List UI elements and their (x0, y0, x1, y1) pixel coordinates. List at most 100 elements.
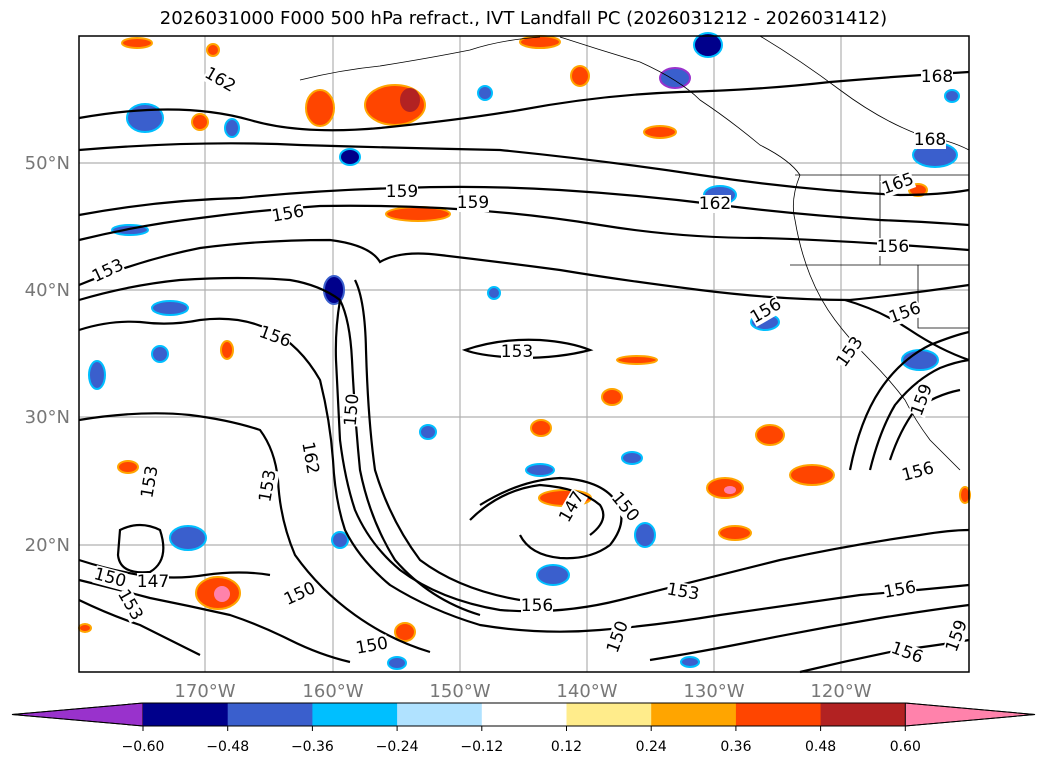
contour-label-bg (92, 565, 128, 591)
ivt-blob (621, 451, 643, 465)
ivt-blob (339, 148, 361, 166)
ivt-blob (400, 88, 420, 112)
contour-label-bg (914, 131, 946, 149)
ivt-blob (519, 35, 561, 49)
ivt-blob (536, 564, 570, 586)
ivt-blob (88, 360, 106, 390)
colorbar-tick-label: 0.12 (551, 739, 582, 755)
contour-label: 159 (386, 182, 418, 202)
ivt-blob (477, 85, 493, 101)
contour-label-bg (341, 393, 363, 427)
ivt-blob (151, 300, 189, 316)
lat-label: 40°N (25, 280, 70, 301)
contour-label-bg (900, 459, 936, 485)
contour-label: 150 (341, 393, 364, 427)
contour-label-bg (457, 194, 489, 212)
contour-label-bg (521, 597, 553, 615)
contour-label-bg (833, 333, 867, 371)
contour-label-bg (886, 299, 924, 327)
lon-label: 150°W (429, 681, 490, 702)
ivt-blob (659, 67, 691, 89)
contour-label: 153 (501, 342, 533, 362)
longitude-labels: 170°W 160°W 150°W 140°W 130°W 120°W (174, 681, 871, 702)
colorbar-tick-label: 0.24 (636, 739, 667, 755)
contour-label-bg (114, 586, 146, 624)
lat-label: 30°N (25, 407, 70, 428)
ivt-blob (191, 113, 209, 131)
contour-label-bg (138, 464, 162, 500)
colorbar-tick-label: −0.48 (206, 739, 249, 755)
ivt-blob (487, 286, 501, 300)
contour-label: 156 (877, 237, 909, 257)
lon-label: 160°W (302, 681, 363, 702)
ivt-blob (206, 43, 220, 57)
contour-label-bg (298, 440, 322, 476)
lat-label: 50°N (25, 153, 70, 174)
ivt-blob (169, 525, 207, 551)
colorbar-bin (820, 703, 906, 726)
colorbar-tick-label: 0.36 (720, 739, 751, 755)
contour-label-bg (256, 323, 294, 351)
ivt-blob (643, 125, 677, 139)
lat-label: 20°N (25, 535, 70, 556)
contour-label-bg (281, 579, 319, 609)
lon-label: 140°W (556, 681, 617, 702)
ivt-blob (525, 463, 555, 477)
colorbar-tick-label: 0.60 (890, 739, 921, 755)
colorbar-bin (397, 703, 483, 726)
contour-label-bg (747, 295, 785, 327)
colorbar-bin (566, 703, 652, 726)
ivt-blob (789, 464, 835, 486)
colorbar-extend-max (904, 702, 1036, 727)
ivt-shading (78, 32, 971, 670)
ivt-blob (117, 460, 139, 474)
ivt-blob (755, 424, 785, 446)
ivt-blob (601, 388, 623, 406)
colorbar-ticks: −0.60 −0.48 −0.36 −0.24 −0.12 0.12 0.24 0.36 0.4… (122, 726, 921, 755)
contour-label-bg (256, 468, 280, 504)
ivt-blob (634, 522, 656, 548)
contour-label-bg (137, 573, 169, 591)
colorbar-tick-label: −0.60 (122, 739, 165, 755)
ivt-blob (214, 586, 230, 602)
contour-label: 147 (137, 572, 169, 592)
contour-label-bg (943, 617, 971, 655)
contour-label-bg (270, 202, 306, 226)
ivt-blob (959, 486, 971, 504)
ivt-blob (530, 419, 552, 437)
lon-label: 120°W (810, 681, 871, 702)
contour-label-bg (201, 64, 239, 96)
lon-label: 170°W (174, 681, 235, 702)
contour-label-bg (501, 343, 533, 361)
contour-label: 159 (457, 193, 489, 213)
contour-label-bg (908, 381, 936, 419)
ivt-blob (724, 486, 736, 494)
contour-label-bg (877, 238, 909, 256)
ivt-blob (224, 118, 240, 138)
latitude-labels: 50°N 40°N 30°N 20°N (25, 153, 70, 556)
colorbar-tick-label: −0.12 (460, 739, 503, 755)
ivt-blob (680, 656, 700, 668)
ivt-blob (718, 525, 752, 541)
contour-label-bg (879, 170, 917, 198)
contour-label-bg (556, 488, 588, 526)
contour-label-bg (888, 639, 926, 667)
ivt-blob (121, 37, 153, 49)
lon-label: 130°W (683, 681, 744, 702)
contour-label-bg (604, 618, 632, 656)
colorbar-bin (735, 703, 822, 726)
ivt-blob (126, 103, 164, 133)
ivt-blob (331, 531, 349, 549)
ivt-blob (570, 65, 590, 87)
colorbar-bin (312, 703, 398, 726)
colorbar-tick-label: −0.36 (291, 739, 334, 755)
map-title: 2026031000 F000 500 hPa refract., IVT La… (159, 8, 888, 29)
contour-label: 168 (921, 67, 953, 87)
colorbar-tick-label: −0.24 (376, 739, 419, 755)
ivt-blob (78, 623, 92, 633)
ivt-blob (419, 424, 437, 440)
contour-label-bg (665, 580, 701, 604)
colorbar-bin (651, 703, 737, 726)
